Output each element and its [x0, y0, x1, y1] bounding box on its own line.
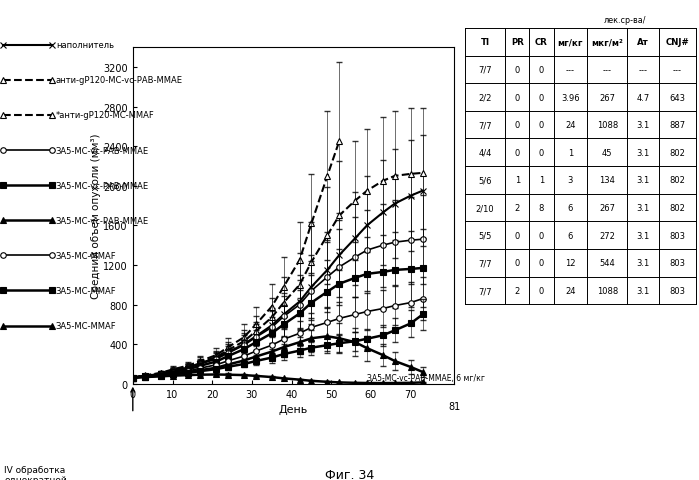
Text: 0: 0 [539, 259, 544, 268]
Text: 1: 1 [568, 148, 573, 157]
Text: 24: 24 [565, 121, 575, 130]
Text: 0: 0 [539, 93, 544, 102]
Text: 0: 0 [539, 231, 544, 240]
Text: 3.96: 3.96 [561, 93, 579, 102]
Text: 643: 643 [669, 93, 685, 102]
Text: 3: 3 [568, 176, 573, 185]
Text: 2/10: 2/10 [476, 204, 494, 213]
Text: ЗА5-МС-vc-РАВ-MMAE, 6 мг/кг: ЗА5-МС-vc-РАВ-MMAE, 6 мг/кг [367, 373, 485, 382]
Text: ---: --- [603, 66, 612, 75]
Text: PR: PR [511, 38, 524, 47]
Text: 0: 0 [514, 259, 520, 268]
Text: 3.1: 3.1 [636, 121, 649, 130]
Text: 3.1: 3.1 [636, 287, 649, 296]
Text: 802: 802 [669, 204, 685, 213]
Text: 0: 0 [539, 121, 544, 130]
Text: CR: CR [535, 38, 548, 47]
Text: ЗА5-МС-vc-РАВ-MMAE: ЗА5-МС-vc-РАВ-MMAE [56, 146, 149, 155]
Text: 7/7: 7/7 [478, 287, 492, 296]
Text: ЗА5-МС-vc-РАВ-MMAE: ЗА5-МС-vc-РАВ-MMAE [56, 181, 149, 190]
Text: CNJ#: CNJ# [665, 38, 689, 47]
Text: 887: 887 [669, 121, 685, 130]
Text: 1088: 1088 [597, 287, 618, 296]
Text: 272: 272 [599, 231, 615, 240]
Text: 5/6: 5/6 [478, 176, 492, 185]
Text: 802: 802 [669, 148, 685, 157]
Text: TI: TI [480, 38, 489, 47]
Text: 1: 1 [514, 176, 520, 185]
Text: 803: 803 [669, 287, 685, 296]
Text: 7/7: 7/7 [478, 259, 492, 268]
Text: мг/кг: мг/кг [558, 38, 583, 47]
Text: 0: 0 [539, 287, 544, 296]
Text: ЗА5-МС-MMAF: ЗА5-МС-MMAF [56, 252, 117, 260]
Text: 803: 803 [669, 259, 685, 268]
Text: 24: 24 [565, 287, 575, 296]
Text: анти-gP120-МС-vc-РАВ-MMAE: анти-gP120-МС-vc-РАВ-MMAE [56, 76, 183, 85]
Text: 45: 45 [602, 148, 612, 157]
Text: 6: 6 [568, 231, 573, 240]
Text: *анти-gP120-МС-MMAF: *анти-gP120-МС-MMAF [56, 111, 154, 120]
Text: ---: --- [672, 66, 682, 75]
Text: 81: 81 [448, 401, 461, 411]
Text: ---: --- [566, 66, 575, 75]
Text: 267: 267 [599, 93, 615, 102]
Text: 4/4: 4/4 [478, 148, 491, 157]
Text: ---: --- [638, 66, 647, 75]
Y-axis label: Средний объем опухоли (мм³): Средний объем опухоли (мм³) [91, 133, 101, 299]
Text: 0: 0 [514, 66, 520, 75]
Text: 3.1: 3.1 [636, 204, 649, 213]
Text: 0: 0 [514, 121, 520, 130]
X-axis label: День: День [279, 404, 308, 414]
Text: 12: 12 [565, 259, 575, 268]
Text: ЗА5-МС-MMAF: ЗА5-МС-MMAF [56, 322, 117, 330]
Text: 0: 0 [514, 231, 520, 240]
Text: наполнитель: наполнитель [56, 41, 114, 50]
Text: 3.1: 3.1 [636, 259, 649, 268]
Text: 544: 544 [600, 259, 615, 268]
Text: 0: 0 [539, 148, 544, 157]
Text: 8: 8 [539, 204, 545, 213]
Text: 802: 802 [669, 176, 685, 185]
Text: 134: 134 [599, 176, 615, 185]
Text: 2: 2 [514, 287, 520, 296]
Text: 6: 6 [568, 204, 573, 213]
Text: ЗА5-МС-MMAF: ЗА5-МС-MMAF [56, 287, 117, 295]
Text: 0: 0 [514, 93, 520, 102]
Text: 0: 0 [514, 148, 520, 157]
Text: 1: 1 [539, 176, 544, 185]
Text: 1088: 1088 [597, 121, 618, 130]
Text: мкг/м²: мкг/м² [591, 38, 624, 47]
Text: 2/2: 2/2 [478, 93, 491, 102]
Text: 7/7: 7/7 [478, 121, 492, 130]
Text: 3.1: 3.1 [636, 231, 649, 240]
Text: ЗА5-МС-vc-РАВ-MMAE: ЗА5-МС-vc-РАВ-MMAE [56, 216, 149, 225]
Text: 0: 0 [539, 66, 544, 75]
Text: 267: 267 [599, 204, 615, 213]
Text: 4.7: 4.7 [636, 93, 649, 102]
Text: 7/7: 7/7 [478, 66, 492, 75]
Text: Ат: Ат [637, 38, 649, 47]
Text: 2: 2 [514, 204, 520, 213]
Text: 3.1: 3.1 [636, 148, 649, 157]
Text: 803: 803 [669, 231, 685, 240]
Text: Фиг. 34: Фиг. 34 [325, 468, 374, 480]
Text: лек.ср-ва/: лек.ср-ва/ [604, 16, 647, 25]
Text: 5/5: 5/5 [478, 231, 491, 240]
Text: 3.1: 3.1 [636, 176, 649, 185]
Text: IV обработка
однократной
дозой: IV обработка однократной дозой [4, 465, 67, 480]
